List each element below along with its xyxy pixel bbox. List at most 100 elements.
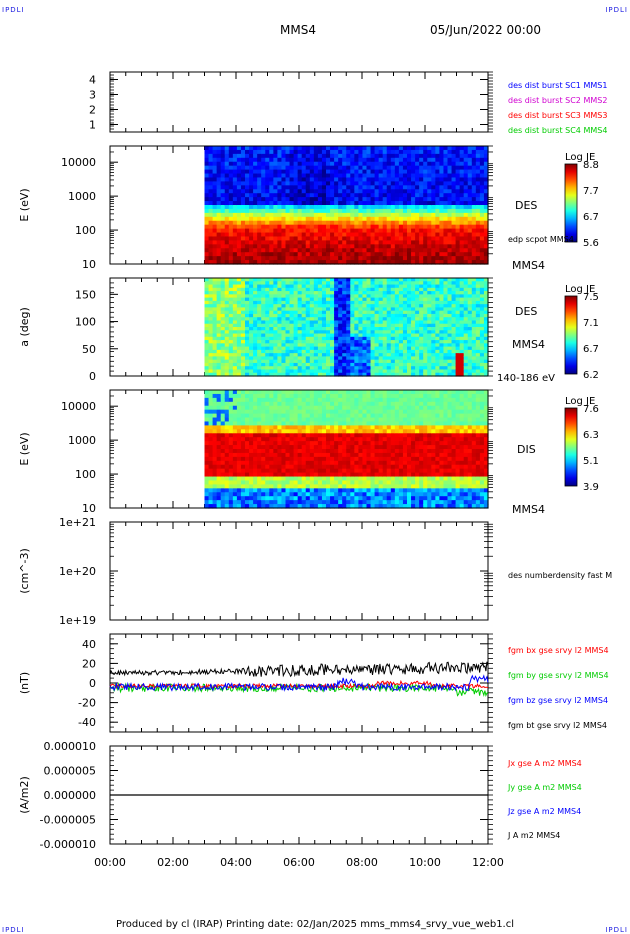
heatmap-cell	[411, 149, 416, 155]
heatmap-cell	[447, 205, 453, 210]
heatmap-cell	[293, 294, 299, 299]
heatmap-cell	[443, 189, 449, 194]
heatmap-cell	[293, 349, 299, 354]
heatmap-cell	[321, 220, 327, 226]
heatmap-cell	[281, 317, 287, 322]
heatmap-cell	[419, 232, 424, 238]
y-tick-label: 1e+21	[59, 516, 96, 529]
heatmap-cell	[293, 369, 299, 374]
heatmap-cell	[358, 208, 364, 214]
heatmap-cell	[261, 320, 266, 325]
heatmap-cell	[431, 173, 436, 179]
heatmap-cell	[309, 208, 315, 214]
heatmap-cell	[317, 327, 323, 331]
heatmap-cell	[378, 256, 384, 261]
panel-7: 0.0000100.0000050.000000-0.000005-0.0000…	[18, 740, 493, 851]
heatmap-cell	[309, 307, 315, 312]
heatmap-cell	[475, 294, 481, 299]
heatmap-cell	[216, 201, 222, 206]
heatmap-cell	[330, 248, 335, 253]
heatmap-cell	[289, 153, 295, 159]
heatmap-cell	[249, 362, 254, 367]
heatmap-cell	[402, 248, 408, 253]
heatmap-cell	[471, 343, 477, 348]
heatmap-cell	[354, 157, 359, 163]
heatmap-cell	[374, 343, 380, 348]
heatmap-cell	[309, 236, 315, 241]
heatmap-cell	[358, 372, 364, 377]
heatmap-cell	[297, 340, 303, 344]
heatmap-cell	[451, 340, 457, 344]
heatmap-cell	[224, 153, 230, 159]
heatmap-cell	[443, 281, 449, 286]
heatmap-cell	[305, 294, 311, 299]
heatmap-cell	[285, 216, 291, 222]
heatmap-cell	[354, 284, 359, 289]
heatmap-cell	[463, 333, 469, 338]
heatmap-cell	[459, 284, 465, 289]
heatmap-cell	[459, 228, 465, 234]
heatmap-cell	[483, 248, 489, 253]
heatmap-cell	[427, 161, 432, 167]
heatmap-cell	[447, 346, 453, 351]
heatmap-cell	[273, 356, 278, 361]
heatmap-cell	[427, 349, 432, 354]
heatmap-cell	[378, 208, 384, 214]
heatmap-cell	[390, 189, 396, 194]
heatmap-cell	[204, 333, 210, 338]
heatmap-cell	[354, 349, 359, 354]
heatmap-cell	[378, 284, 384, 289]
heatmap-cell	[471, 177, 477, 182]
heatmap-cell	[261, 216, 266, 222]
heatmap-cell	[224, 193, 230, 198]
heatmap-cell	[257, 146, 262, 151]
heatmap-cell	[208, 197, 214, 202]
heatmap-cell	[390, 165, 396, 171]
heatmap-cell	[374, 240, 380, 245]
heatmap-cell	[358, 294, 364, 299]
heatmap-cell	[407, 216, 412, 222]
heatmap-cell	[317, 236, 323, 241]
heatmap-cell	[326, 323, 331, 328]
heatmap-cell	[204, 248, 210, 253]
heatmap-cell	[346, 193, 351, 198]
heatmap-cell	[334, 317, 339, 322]
heatmap-cell	[305, 313, 311, 318]
heatmap-cell	[402, 165, 408, 171]
heatmap-cell	[204, 336, 210, 341]
heatmap-cell	[277, 327, 283, 331]
heatmap-cell	[346, 278, 351, 282]
heatmap-cell	[334, 346, 339, 351]
heatmap-cell	[240, 333, 246, 338]
heatmap-cell	[273, 300, 278, 305]
heatmap-cell	[394, 369, 400, 374]
heatmap-cell	[398, 349, 404, 354]
heatmap-cell	[277, 340, 283, 344]
heatmap-cell	[204, 146, 210, 151]
heatmap-cell	[261, 313, 266, 318]
heatmap-cell	[326, 232, 331, 238]
heatmap-cell	[358, 240, 364, 245]
heatmap-cell	[374, 346, 380, 351]
heatmap-cell	[216, 216, 222, 222]
y-tick-label: 2	[89, 104, 96, 117]
heatmap-cell	[257, 366, 262, 371]
heatmap-cell	[431, 297, 436, 302]
heatmap-cell	[407, 256, 412, 261]
heatmap-cell	[285, 197, 291, 202]
heatmap-cell	[334, 307, 339, 312]
heatmap-cell	[236, 244, 242, 249]
heatmap-cell	[309, 165, 315, 171]
heatmap-cell	[394, 323, 400, 328]
heatmap-cell	[346, 362, 351, 367]
heatmap-cell	[447, 228, 453, 234]
heatmap-cell	[249, 343, 254, 348]
heatmap-cell	[240, 300, 246, 305]
heatmap-cell	[366, 260, 372, 265]
heatmap-cell	[261, 343, 266, 348]
heatmap-cell	[208, 146, 214, 151]
heatmap-cell	[212, 181, 218, 186]
heatmap-cell	[212, 232, 218, 238]
heatmap-cell	[370, 252, 376, 257]
heatmap-cell	[463, 212, 469, 218]
